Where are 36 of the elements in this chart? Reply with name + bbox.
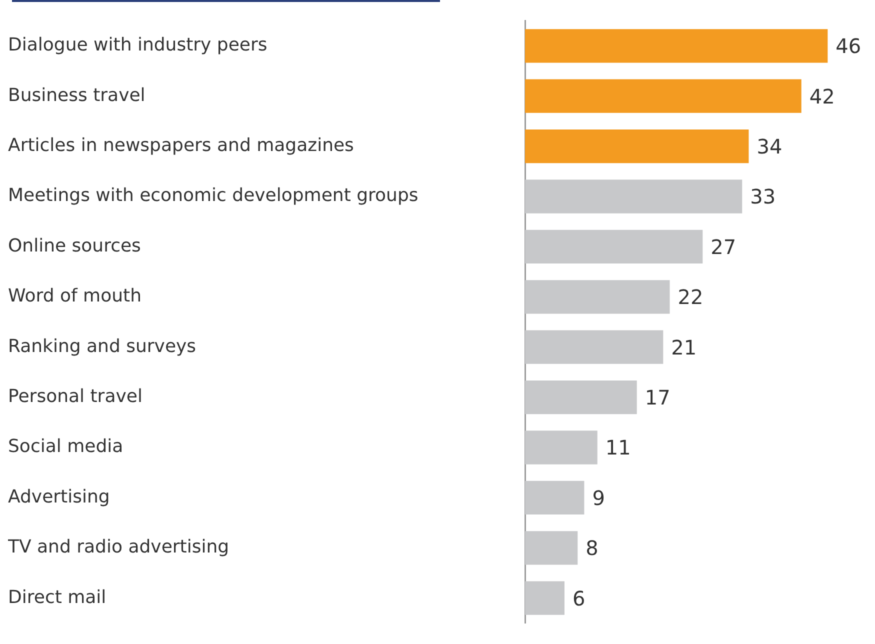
data-label: 34 — [756, 134, 782, 159]
data-label: 11 — [605, 436, 631, 460]
bar — [525, 480, 584, 515]
bar — [525, 180, 742, 214]
bar — [525, 330, 664, 364]
y-tick-label: Business travel — [8, 84, 146, 106]
bar — [525, 29, 828, 63]
y-tick-label: Word of mouth — [8, 286, 142, 307]
y-tick-label: Advertising — [8, 486, 110, 508]
y-tick-label: Ranking and surveys — [8, 336, 196, 357]
y-tick-label: Social media — [8, 436, 124, 458]
data-label: 42 — [809, 84, 835, 108]
bar — [525, 79, 802, 113]
y-tick-label: Direct mail — [8, 586, 106, 608]
data-label: 6 — [572, 586, 586, 610]
bar — [525, 129, 749, 164]
data-label: 33 — [750, 184, 776, 209]
y-tick-label: TV and radio advertising — [7, 536, 230, 558]
data-label: 8 — [586, 536, 598, 560]
y-tick-label: Dialogue with industry peers — [8, 34, 268, 56]
data-label: 22 — [678, 285, 704, 310]
y-tick-label: Articles in newspapers and magazines — [8, 134, 354, 156]
data-label: 21 — [671, 335, 697, 360]
data-label: 17 — [644, 386, 670, 410]
data-label: 27 — [710, 234, 736, 259]
bar — [525, 230, 703, 264]
data-label: 46 — [836, 34, 862, 58]
y-tick-label: Meetings with economic development groups — [8, 185, 418, 206]
y-tick-label: Personal travel — [8, 386, 142, 407]
data-label: 9 — [592, 486, 605, 510]
bar — [525, 581, 564, 615]
bar — [525, 380, 637, 414]
bar — [525, 531, 578, 565]
bar — [525, 280, 670, 314]
y-tick-label: Online sources — [8, 235, 141, 256]
bar — [525, 430, 598, 464]
